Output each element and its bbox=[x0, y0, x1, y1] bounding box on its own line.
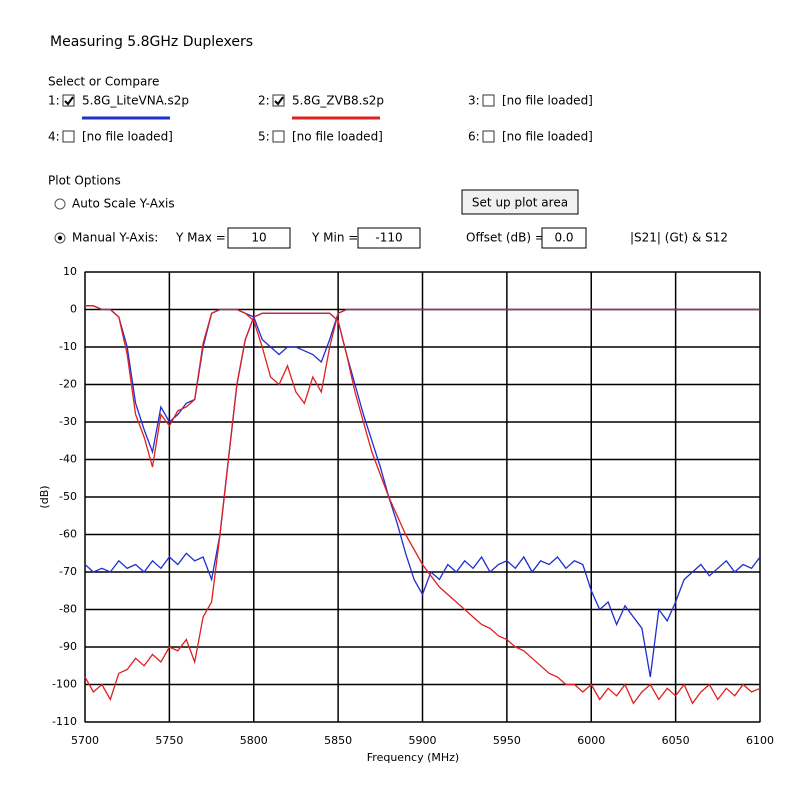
y-tick-label: -50 bbox=[59, 490, 77, 503]
slot-index: 6: bbox=[468, 130, 480, 144]
x-tick-label: 5800 bbox=[240, 734, 268, 747]
y-tick-label: -70 bbox=[59, 565, 77, 578]
y-tick-label: -20 bbox=[59, 378, 77, 391]
field-label: Offset (dB) = bbox=[466, 231, 545, 245]
y-tick-label: -30 bbox=[59, 415, 77, 428]
field-label: Y Min = bbox=[311, 231, 358, 245]
checkmark bbox=[274, 96, 284, 106]
x-tick-label: 5700 bbox=[71, 734, 99, 747]
ymin-input[interactable] bbox=[357, 227, 421, 249]
offset-value: 0.0 bbox=[554, 231, 573, 245]
radio-label[interactable]: Manual Y-Axis: bbox=[72, 231, 158, 245]
x-tick-label: 6050 bbox=[662, 734, 690, 747]
checkbox[interactable] bbox=[482, 130, 495, 143]
checkbox[interactable] bbox=[272, 94, 285, 107]
ymin-value: -110 bbox=[375, 231, 402, 245]
checkbox[interactable] bbox=[62, 94, 75, 107]
window-title: Measuring 5.8GHz Duplexers bbox=[50, 34, 253, 50]
button-label: Set up plot area bbox=[472, 196, 568, 210]
y-tick-label: -100 bbox=[52, 678, 77, 691]
slot-index: 5: bbox=[258, 130, 270, 144]
y-tick-label: 10 bbox=[63, 265, 77, 278]
x-tick-label: 5850 bbox=[324, 734, 352, 747]
file-name: 5.8G_ZVB8.s2p bbox=[292, 94, 384, 108]
file-name: [no file loaded] bbox=[82, 130, 173, 144]
y-tick-label: 0 bbox=[70, 303, 77, 316]
x-tick-label: 5900 bbox=[409, 734, 437, 747]
x-axis-label: Frequency (MHz) bbox=[367, 751, 459, 764]
section-label: Select or Compare bbox=[48, 75, 159, 89]
x-tick-label: 5950 bbox=[493, 734, 521, 747]
file-name: [no file loaded] bbox=[292, 130, 383, 144]
y-tick-label: -60 bbox=[59, 528, 77, 541]
section-label: Plot Options bbox=[48, 174, 121, 188]
checkmark bbox=[64, 96, 74, 106]
y-tick-label: -90 bbox=[59, 640, 77, 653]
setup-button[interactable] bbox=[461, 189, 579, 215]
ymax-input[interactable] bbox=[227, 227, 291, 249]
x-tick-label: 5750 bbox=[155, 734, 183, 747]
slot-index: 3: bbox=[468, 94, 480, 108]
y-tick-label: -80 bbox=[59, 603, 77, 616]
slot-index: 4: bbox=[48, 130, 60, 144]
x-tick-label: 6000 bbox=[577, 734, 605, 747]
field-label: Y Max = bbox=[175, 231, 226, 245]
checkbox[interactable] bbox=[482, 94, 495, 107]
offset-input[interactable] bbox=[541, 227, 587, 249]
y-axis-label: (dB) bbox=[38, 485, 51, 508]
radio-button[interactable] bbox=[54, 198, 66, 210]
trace bbox=[85, 305, 760, 468]
trace bbox=[84, 312, 761, 705]
slot-index: 2: bbox=[258, 94, 270, 108]
checkbox[interactable] bbox=[62, 130, 75, 143]
y-tick-label: -10 bbox=[59, 340, 77, 353]
file-name: 5.8G_LiteVNA.s2p bbox=[82, 94, 189, 108]
y-tick-label: -40 bbox=[59, 453, 77, 466]
y-tick-label: -110 bbox=[52, 715, 77, 728]
radio-label[interactable]: Auto Scale Y-Axis bbox=[72, 197, 175, 211]
checkbox[interactable] bbox=[272, 130, 285, 143]
file-name: [no file loaded] bbox=[502, 130, 593, 144]
trace bbox=[84, 312, 761, 678]
x-tick-label: 6100 bbox=[746, 734, 774, 747]
slot-index: 1: bbox=[48, 94, 60, 108]
radio-dot bbox=[57, 235, 63, 241]
file-name: [no file loaded] bbox=[502, 94, 593, 108]
ymax-value: 10 bbox=[251, 231, 266, 245]
mode-label: |S21| (Gt) & S12 bbox=[630, 231, 728, 245]
